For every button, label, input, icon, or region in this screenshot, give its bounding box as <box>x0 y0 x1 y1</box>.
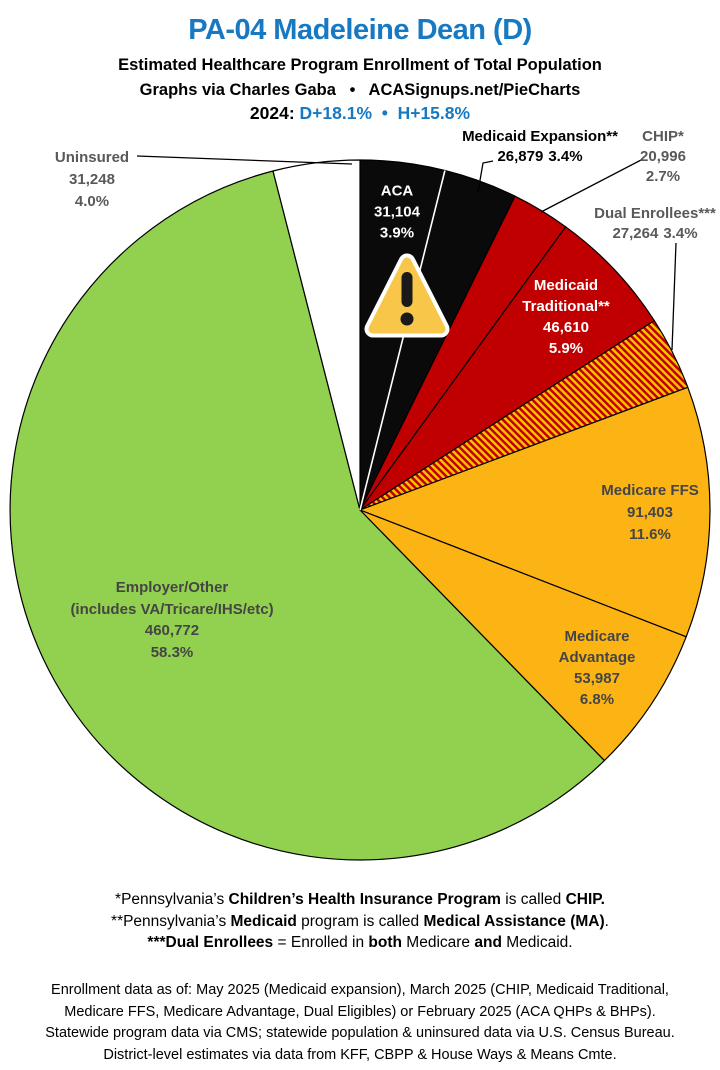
election-margins: D+18.1% • H+15.8% <box>294 103 471 123</box>
election-margin-line: 2024: D+18.1% • H+15.8% <box>0 103 720 124</box>
chart-subtitle: Estimated Healthcare Program Enrollment … <box>118 56 602 74</box>
label-aca-name: ACA <box>380 182 414 200</box>
label-employer-other-pct: 58.3% <box>150 643 194 661</box>
attribution-line-4: District-level estimates via data from K… <box>103 1046 617 1063</box>
label-dual-enrollees-name: Dual Enrollees*** <box>594 205 716 222</box>
footnote-medicaid: **Pennsylvania’s Medicaid program is cal… <box>111 912 609 930</box>
label-medicare-ffs-value: 91,403 <box>627 504 673 521</box>
election-year-label: 2024: <box>249 103 295 123</box>
label-aca-pct: 3.9% <box>379 224 415 242</box>
label-medicaid-expansion-stats: 26,879 3.4% <box>497 148 583 165</box>
pie-slices <box>9 159 711 861</box>
label-medicaid-traditional-pct: 5.9% <box>548 340 584 357</box>
label-medicare-ffs-name: Medicare FFS <box>601 482 699 499</box>
label-medicare-advantage-value: 53,987 <box>574 670 620 687</box>
label-medicaid-expansion: Medicaid Expansion** 26,879 3.4% <box>462 127 618 167</box>
label-dual-enrollees: Dual Enrollees*** 27,264 3.4% <box>594 204 716 244</box>
label-medicare-advantage: Medicare Advantage 53,987 6.8% <box>541 626 653 710</box>
label-medicare-ffs-pct: 11.6% <box>629 526 671 543</box>
label-medicaid-traditional-name: Medicaid Traditional** <box>522 277 610 315</box>
label-uninsured-name: Uninsured <box>54 149 130 166</box>
warning-triangle-icon <box>364 253 450 338</box>
footnote-dual: ***Dual Enrollees = Enrolled in both Med… <box>147 934 573 951</box>
attribution-line-1: Enrollment data as of: May 2025 (Medicai… <box>51 982 669 998</box>
footnotes: *Pennsylvania’s Children’s Health Insura… <box>0 889 720 954</box>
label-uninsured-pct: 4.0% <box>74 193 110 210</box>
leader-line-medicaid-expansion <box>477 160 494 193</box>
footnote-chip: *Pennsylvania’s Children’s Health Insura… <box>115 891 605 908</box>
label-uninsured-value: 31,248 <box>69 171 115 188</box>
label-employer-other: Employer/Other (includes VA/Tricare/IHS/… <box>70 577 273 663</box>
leader-line-dual-enrollees <box>671 242 677 351</box>
page-title: PA-04 Madeleine Dean (D) <box>188 14 532 46</box>
attribution-line-2: Medicare FFS, Medicare Advantage, Dual E… <box>64 1003 656 1020</box>
label-employer-other-value: 460,772 <box>144 622 200 639</box>
label-dual-enrollees-stats: 27,264 3.4% <box>612 225 698 242</box>
label-employer-other-name: Employer/Other <box>115 579 229 596</box>
data-source-attribution: Enrollment data as of: May 2025 (Medicai… <box>0 980 720 1066</box>
leader-line-uninsured <box>136 155 353 165</box>
label-aca: ACA 31,104 3.9% <box>374 181 420 244</box>
label-employer-other-sublabel: (includes VA/Tricare/IHS/etc) <box>70 600 274 618</box>
label-medicare-advantage-pct: 6.8% <box>579 691 615 708</box>
leader-line-chip <box>540 158 644 213</box>
pie-slice-medicare-ffs <box>359 386 711 638</box>
label-chip-name: CHIP* <box>642 128 684 145</box>
white-slice-divider <box>359 170 446 511</box>
pie-slice-employer-other <box>9 170 605 861</box>
attribution-line-3: Statewide program data via CMS; statewid… <box>45 1025 675 1041</box>
label-chip: CHIP* 20,996 2.7% <box>640 127 686 187</box>
label-medicaid-traditional: Medicaid Traditional** 46,610 5.9% <box>502 275 630 359</box>
label-medicaid-expansion-name: Medicaid Expansion** <box>462 128 618 145</box>
label-medicare-advantage-name: Medicare Advantage <box>558 628 636 666</box>
label-uninsured: Uninsured 31,248 4.0% <box>55 147 129 213</box>
pie-slice-medicaid-traditional <box>359 226 655 511</box>
label-medicare-ffs: Medicare FFS 91,403 11.6% <box>601 480 699 546</box>
chart-credit: Graphs via Charles Gaba • ACASignups.net… <box>139 81 581 99</box>
label-chip-value: 20,996 <box>640 148 686 165</box>
label-medicaid-traditional-value: 46,610 <box>543 319 589 336</box>
label-aca-value: 31,104 <box>374 203 420 221</box>
label-chip-pct: 2.7% <box>645 168 681 185</box>
leader-lines <box>136 155 677 351</box>
pie-slice-medicare-advantage <box>359 509 687 762</box>
